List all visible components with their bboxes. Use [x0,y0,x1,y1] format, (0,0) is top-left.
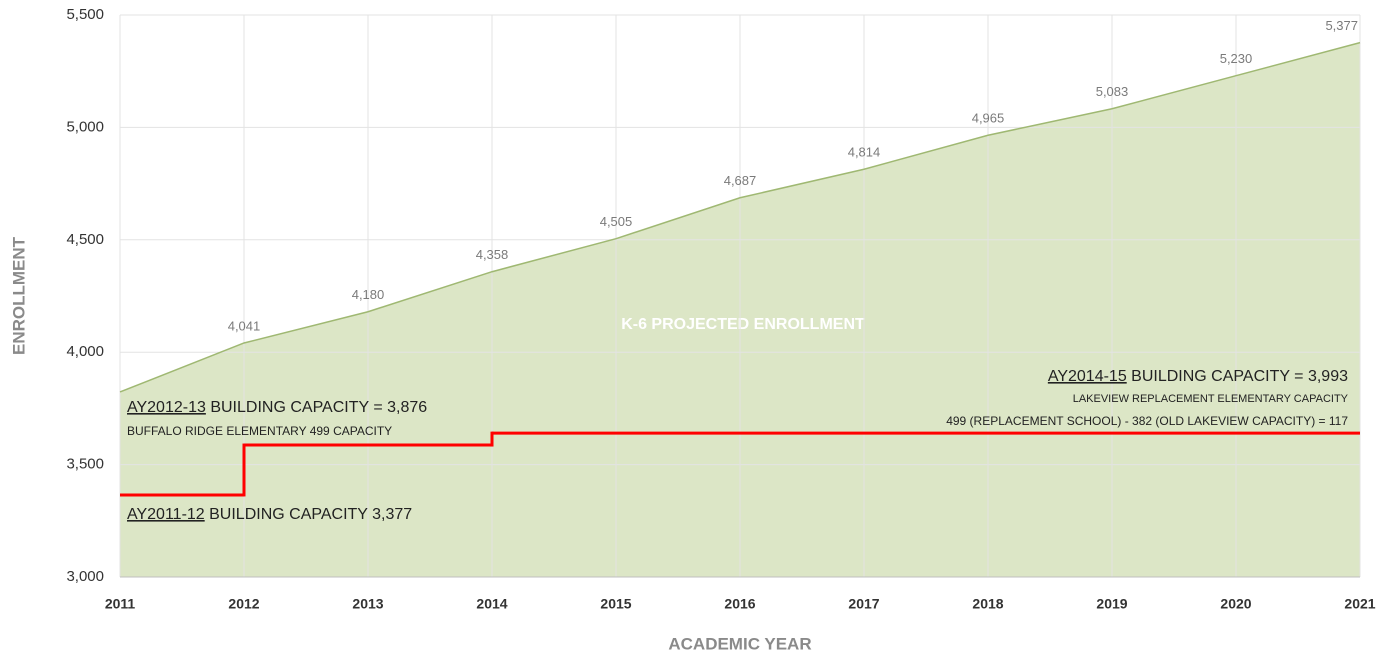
y-tick-label: 3,000 [66,568,104,585]
annotation: AY2012-13 BUILDING CAPACITY = 3,876 [127,399,427,416]
annotation-text: BUILDING CAPACITY = 3,876 [206,399,427,416]
x-tick-label: 2012 [228,596,259,612]
annotation-text: LAKEVIEW REPLACEMENT ELEMENTARY CAPACITY [1073,393,1349,405]
x-tick-label: 2017 [848,596,879,612]
x-tick-label: 2014 [476,596,507,612]
data-label: 4,687 [724,173,757,188]
x-tick-label: 2018 [972,596,1003,612]
annotation: AY2014-15 BUILDING CAPACITY = 3,993 [1048,368,1348,385]
annotation: 499 (REPLACEMENT SCHOOL) - 382 (OLD LAKE… [946,414,1348,428]
data-label: 5,230 [1220,51,1253,66]
data-label: 5,377 [1325,18,1358,33]
annotation: AY2011-12 BUILDING CAPACITY 3,377 [127,506,412,523]
x-tick-label: 2016 [724,596,755,612]
annotation-text: 499 (REPLACEMENT SCHOOL) - 382 (OLD LAKE… [946,414,1348,428]
annotation-text: BUFFALO RIDGE ELEMENTARY 499 CAPACITY [127,424,392,438]
y-tick-label: 5,000 [66,118,104,135]
area-line [119,41,1361,393]
data-label: 4,358 [476,247,509,262]
area-label: K-6 PROJECTED ENROLLMENT [621,316,865,333]
data-label: 4,814 [848,145,881,160]
y-axis-title: ENROLLMENT [9,236,28,355]
x-tick-label: 2019 [1096,596,1127,612]
annotation-text: BUILDING CAPACITY 3,377 [205,506,413,523]
annotation: BUFFALO RIDGE ELEMENTARY 499 CAPACITY [127,424,392,438]
data-label: 4,505 [600,214,633,229]
annotation-underlined: AY2011-12 [127,506,205,523]
x-tick-label: 2013 [352,596,383,612]
data-label: 4,041 [228,318,261,333]
annotation-underlined: AY2012-13 [127,399,206,416]
data-label: 4,180 [352,287,385,302]
x-axis-title: ACADEMIC YEAR [668,634,811,653]
y-tick-label: 4,500 [66,231,104,248]
data-label: 4,965 [972,111,1005,126]
y-tick-label: 4,000 [66,343,104,360]
data-label: 5,083 [1096,84,1129,99]
annotation-underlined: AY2014-15 [1048,368,1127,385]
x-tick-label: 2021 [1344,596,1375,612]
y-tick-label: 3,500 [66,456,104,473]
x-tick-label: 2020 [1220,596,1251,612]
x-tick-label: 2015 [600,596,631,612]
annotation-text: BUILDING CAPACITY = 3,993 [1127,368,1348,385]
x-tick-label: 2011 [105,596,136,612]
y-tick-label: 5,500 [66,6,104,23]
annotation: LAKEVIEW REPLACEMENT ELEMENTARY CAPACITY [1073,393,1349,405]
